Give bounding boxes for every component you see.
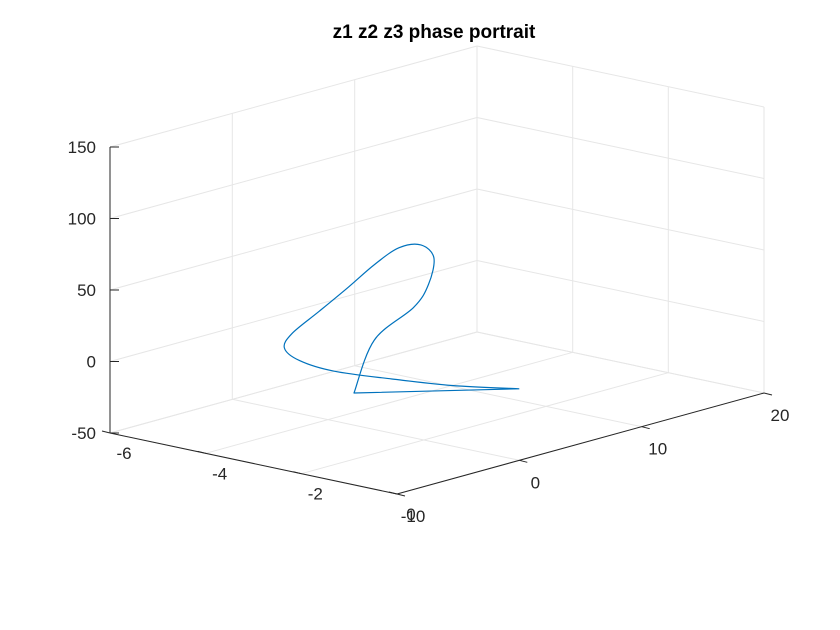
grid-line-floor-y — [232, 398, 520, 461]
z-tick-label: 0 — [87, 353, 96, 372]
series-line — [283, 243, 520, 394]
y-axis-line — [396, 392, 765, 495]
grid-line-wall-right-z — [476, 260, 765, 322]
x-tick-mark — [293, 471, 302, 475]
grid-line-wall-right-z — [476, 117, 765, 179]
y-tick-mark — [641, 426, 650, 430]
x-tick-mark — [197, 450, 206, 454]
grid-line-floor-x — [301, 372, 669, 475]
y-tick-label: 10 — [648, 440, 667, 459]
grid-line-wall-right-z — [476, 45, 765, 108]
x-tick-label: -6 — [116, 444, 131, 463]
x-axis-line — [109, 432, 398, 495]
y-tick-mark — [763, 392, 773, 396]
grid-layer — [109, 45, 765, 495]
grid-line-wall-right-z — [476, 188, 765, 251]
grid-line-wall-left-z — [109, 45, 478, 148]
grid-line-wall-left-z — [109, 260, 478, 362]
grid-line-wall-left-z — [109, 331, 478, 434]
y-tick-mark — [396, 493, 406, 497]
grid-line-floor-y — [354, 365, 642, 428]
grid-line-wall-right-z — [476, 331, 765, 394]
y-tick-label: 0 — [531, 473, 540, 492]
z-tick-label: 50 — [77, 281, 96, 300]
x-tick-label: -2 — [308, 485, 323, 504]
x-tick-mark — [101, 430, 111, 434]
grid-line-floor-x — [205, 351, 573, 454]
z-tick-label: 150 — [68, 138, 96, 157]
x-tick-mark — [388, 491, 398, 495]
chart-title: z1 z2 z3 phase portrait — [333, 22, 536, 43]
y-tick-label: 20 — [771, 406, 790, 425]
y-tick-label: -10 — [401, 507, 426, 526]
x-tick-label: 0 — [406, 505, 415, 524]
z-tick-label: -50 — [71, 424, 96, 443]
y-tick-mark — [519, 459, 528, 463]
grid-line-wall-left-z — [109, 188, 478, 291]
series-layer — [283, 243, 520, 394]
z-tick-label: 100 — [68, 210, 96, 229]
grid-line-wall-left-z — [109, 117, 478, 219]
x-tick-label: -4 — [212, 464, 227, 483]
axes-layer — [101, 146, 773, 497]
